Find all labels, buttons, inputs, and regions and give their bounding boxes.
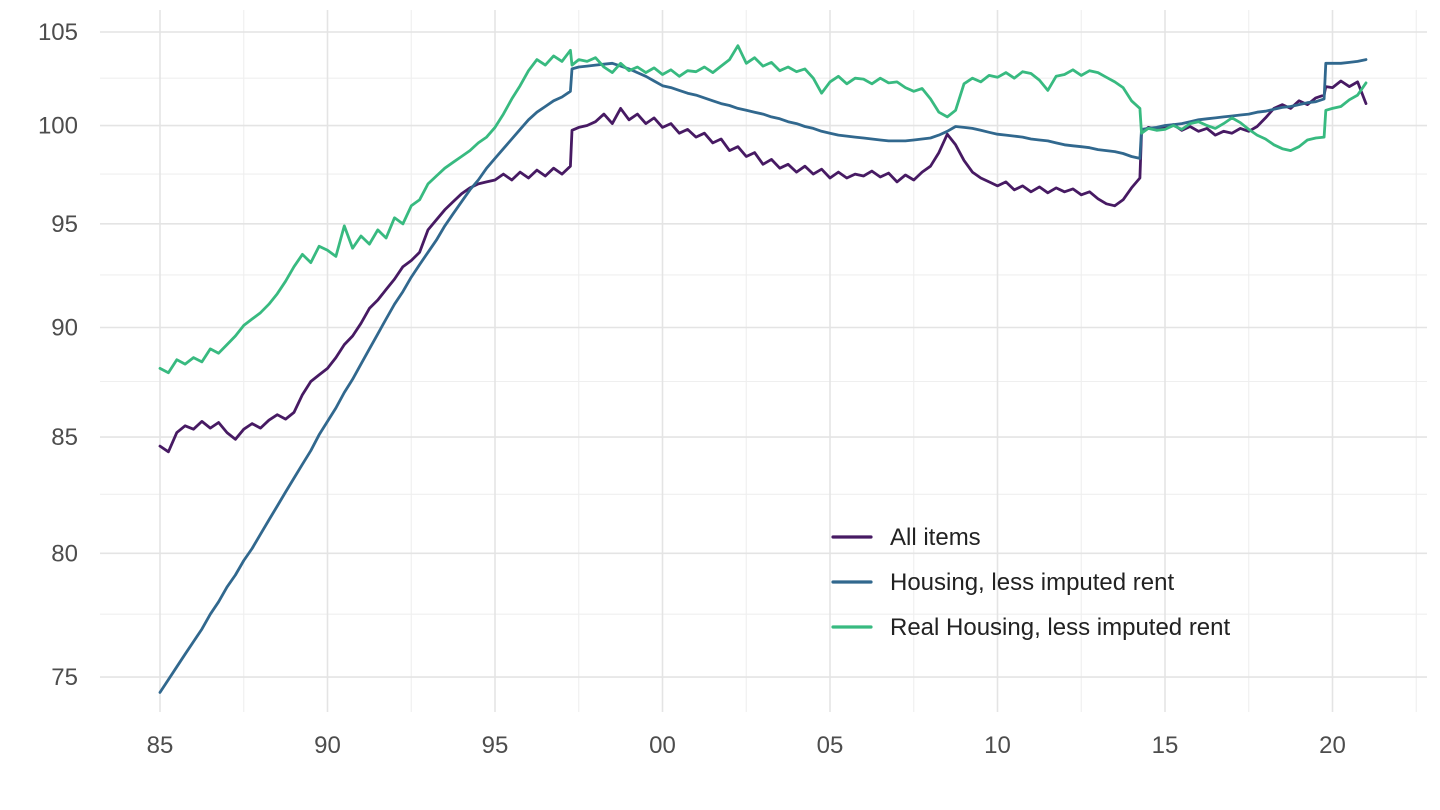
x-axis-tick-label: 95 bbox=[482, 732, 509, 759]
y-axis-tick-label: 75 bbox=[51, 664, 78, 691]
y-axis-tick-label: 95 bbox=[51, 211, 78, 238]
x-axis-tick-label: 00 bbox=[649, 732, 676, 759]
x-axis-tick-label: 10 bbox=[984, 732, 1011, 759]
x-axis-tick-label: 20 bbox=[1319, 732, 1346, 759]
legend-item-real-housing-less-imputed-rent: Real Housing, less imputed rent bbox=[831, 614, 1231, 641]
x-axis-tick-label: 90 bbox=[314, 732, 341, 759]
axis-labels: 75 80 85 90 95 100 105 85 90 95 00 05 10 15 20 bbox=[38, 19, 1346, 759]
y-axis-tick-label: 90 bbox=[51, 315, 78, 342]
y-axis-tick-label: 100 bbox=[38, 113, 78, 140]
x-axis-tick-label: 05 bbox=[817, 732, 844, 759]
legend-label: Housing, less imputed rent bbox=[890, 569, 1174, 596]
legend-item-housing-less-imputed-rent: Housing, less imputed rent bbox=[831, 569, 1174, 596]
legend-item-all-items: All items bbox=[831, 524, 981, 551]
y-axis-tick-label: 105 bbox=[38, 19, 78, 46]
legend-label: All items bbox=[890, 524, 981, 551]
y-axis-tick-label: 85 bbox=[51, 424, 78, 451]
legend: All items Housing, less imputed rent Real … bbox=[831, 524, 1231, 641]
series-line-housing-less-imputed-rent bbox=[158, 58, 1368, 694]
series-line-real-housing-less-imputed-rent bbox=[158, 44, 1368, 375]
y-axis-tick-label: 80 bbox=[51, 540, 78, 567]
x-axis-tick-label: 15 bbox=[1152, 732, 1179, 759]
grid-major bbox=[100, 10, 1427, 712]
grid-minor bbox=[100, 10, 1427, 712]
legend-label: Real Housing, less imputed rent bbox=[890, 614, 1231, 641]
x-axis-tick-label: 85 bbox=[147, 732, 174, 759]
